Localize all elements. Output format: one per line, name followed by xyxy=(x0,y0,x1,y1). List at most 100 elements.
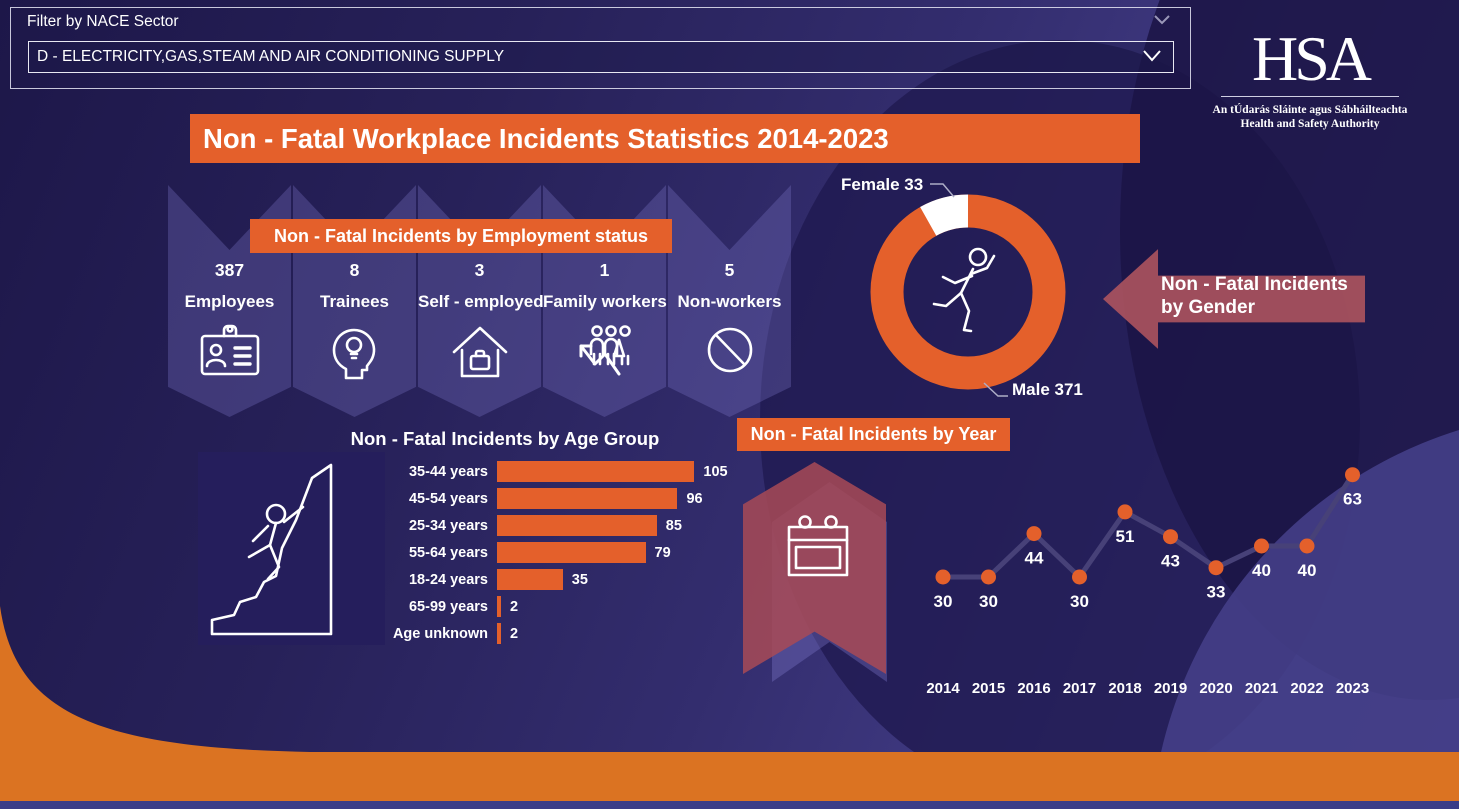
age-bar[interactable] xyxy=(497,569,563,590)
family-workers-icon xyxy=(543,320,666,382)
hsa-logo-acronym: HSA xyxy=(1251,23,1372,94)
year-data-point[interactable] xyxy=(1208,560,1224,576)
age-category-label: 65-99 years xyxy=(408,598,488,615)
running-person-icon xyxy=(932,247,996,333)
age-bar[interactable] xyxy=(497,461,695,482)
year-data-point[interactable] xyxy=(935,569,951,585)
employment-card-non-workers: 5 Non-workers xyxy=(668,260,791,382)
age-bar-row[interactable]: 65-99 years 2 xyxy=(358,593,728,620)
age-value-label: 105 xyxy=(703,463,728,480)
age-value-label: 85 xyxy=(665,517,682,534)
age-value-label: 2 xyxy=(510,625,519,642)
bottom-orange-band xyxy=(0,606,1459,801)
age-category-label: 45-54 years xyxy=(408,490,488,507)
nace-sector-selected-value: D - ELECTRICITY,GAS,STEAM AND AIR CONDIT… xyxy=(37,48,505,65)
year-axis-label: 2021 xyxy=(1245,680,1278,697)
age-category-label: Age unknown xyxy=(392,625,488,642)
year-value-label: 63 xyxy=(1343,490,1362,509)
year-data-point[interactable] xyxy=(981,569,996,585)
year-axis-label: 2016 xyxy=(1017,680,1050,697)
trainees-label: Trainees xyxy=(320,292,389,311)
home-office-icon xyxy=(418,320,541,382)
age-bar[interactable] xyxy=(497,596,501,617)
filter-chevron-down-icon[interactable] xyxy=(1152,14,1172,26)
employment-card-self-employed: 3 Self - employed xyxy=(418,260,544,382)
age-bar[interactable] xyxy=(497,623,501,644)
employment-card-employees: 387 Employees xyxy=(168,260,291,382)
year-data-point[interactable] xyxy=(1163,529,1178,545)
climber-icon-box xyxy=(198,452,385,645)
self-employed-count: 3 xyxy=(474,260,485,280)
non-workers-count: 5 xyxy=(724,260,735,280)
year-axis-label: 2014 xyxy=(926,680,960,697)
family-workers-label: Family workers xyxy=(543,292,667,311)
year-data-point[interactable] xyxy=(1299,538,1315,554)
page-title-banner: Non - Fatal Workplace Incidents Statisti… xyxy=(190,114,1140,163)
hsa-logo: HSA An tÚdarás Sláinte agus Sábháilteach… xyxy=(1190,26,1430,131)
employment-status-header: Non - Fatal Incidents by Employment stat… xyxy=(273,226,649,246)
year-data-point[interactable] xyxy=(1345,467,1360,483)
year-data-point[interactable] xyxy=(1254,538,1269,554)
prohibition-icon xyxy=(668,320,791,382)
age-bar[interactable] xyxy=(497,488,678,509)
hsa-logo-english-name: Health and Safety Authority xyxy=(1240,118,1380,130)
non-workers-label: Non-workers xyxy=(677,292,782,311)
gender-callout-text: Non - Fatal Incidents by Gender xyxy=(1161,273,1348,319)
age-value-label: 96 xyxy=(686,490,703,507)
year-value-label: 44 xyxy=(1025,549,1044,568)
dropdown-chevron-down-icon[interactable] xyxy=(1140,48,1164,64)
female-leader-line xyxy=(930,183,955,198)
employment-status-header-banner: Non - Fatal Incidents by Employment stat… xyxy=(250,219,672,253)
age-value-label: 2 xyxy=(510,598,519,615)
year-axis-label: 2017 xyxy=(1063,680,1096,697)
age-bar-row[interactable]: 45-54 years 96 xyxy=(358,485,728,512)
age-value-label: 35 xyxy=(571,571,588,588)
age-value-label: 79 xyxy=(654,544,671,561)
id-card-icon xyxy=(168,320,291,382)
year-axis-label: 2019 xyxy=(1154,680,1187,697)
female-data-label: Female 33 xyxy=(841,175,924,194)
year-value-label: 40 xyxy=(1252,561,1271,580)
age-bar-row[interactable]: Age unknown 2 xyxy=(358,620,728,647)
year-axis-label: 2018 xyxy=(1108,680,1141,697)
calendar-icon xyxy=(787,515,849,577)
nace-filter-panel xyxy=(10,7,1191,89)
age-bar-row[interactable]: 55-64 years 79 xyxy=(358,539,728,566)
age-bar[interactable] xyxy=(497,542,646,563)
year-data-point[interactable] xyxy=(1072,569,1087,585)
self-employed-label: Self - employed xyxy=(418,292,544,311)
age-category-label: 35-44 years xyxy=(408,463,488,480)
year-axis-label: 2023 xyxy=(1336,680,1369,697)
bottom-blue-strip xyxy=(0,801,1459,809)
male-data-label: Male 371 xyxy=(1012,380,1083,399)
year-value-label: 33 xyxy=(1207,583,1226,602)
age-group-bar-chart[interactable]: 35-44 years 105 45-54 years 96 25-34 years 85… xyxy=(358,458,728,647)
year-data-point[interactable] xyxy=(1026,526,1042,542)
hsa-logo-rule xyxy=(1221,96,1399,97)
age-bar-row[interactable]: 18-24 years 35 xyxy=(358,566,728,593)
year-line-chart[interactable]: 30 2014 30 2015 44 2016 30 2017 51 2018 43 2019 33 20… xyxy=(915,440,1385,705)
age-bar-row[interactable]: 25-34 years 85 xyxy=(358,512,728,539)
year-axis-label: 2022 xyxy=(1290,680,1323,697)
year-value-label: 30 xyxy=(979,592,998,611)
donut-male-segment[interactable] xyxy=(870,194,1066,390)
filter-label: Filter by NACE Sector xyxy=(27,13,179,30)
employment-card-trainees: 8 Trainees xyxy=(293,260,416,382)
age-bar-row[interactable]: 35-44 years 105 xyxy=(358,458,728,485)
age-group-chart-title: Non - Fatal Incidents by Age Group xyxy=(350,428,660,449)
age-category-label: 18-24 years xyxy=(408,571,488,588)
donut-female-segment[interactable] xyxy=(920,194,969,237)
climbing-person-icon xyxy=(210,463,333,636)
nace-sector-dropdown[interactable]: D - ELECTRICITY,GAS,STEAM AND AIR CONDIT… xyxy=(28,41,1174,73)
male-leader-line xyxy=(983,382,1008,397)
trainee-head-bulb-icon xyxy=(293,320,416,382)
year-axis-label: 2015 xyxy=(972,680,1005,697)
employment-card-family-workers: 1 Family workers xyxy=(543,260,667,382)
year-data-point[interactable] xyxy=(1117,504,1133,520)
age-bar[interactable] xyxy=(497,515,657,536)
gender-donut-chart[interactable] xyxy=(830,170,1130,415)
year-chart-header-banner: Non - Fatal Incidents by Year xyxy=(737,418,1010,451)
year-value-label: 30 xyxy=(1070,592,1089,611)
